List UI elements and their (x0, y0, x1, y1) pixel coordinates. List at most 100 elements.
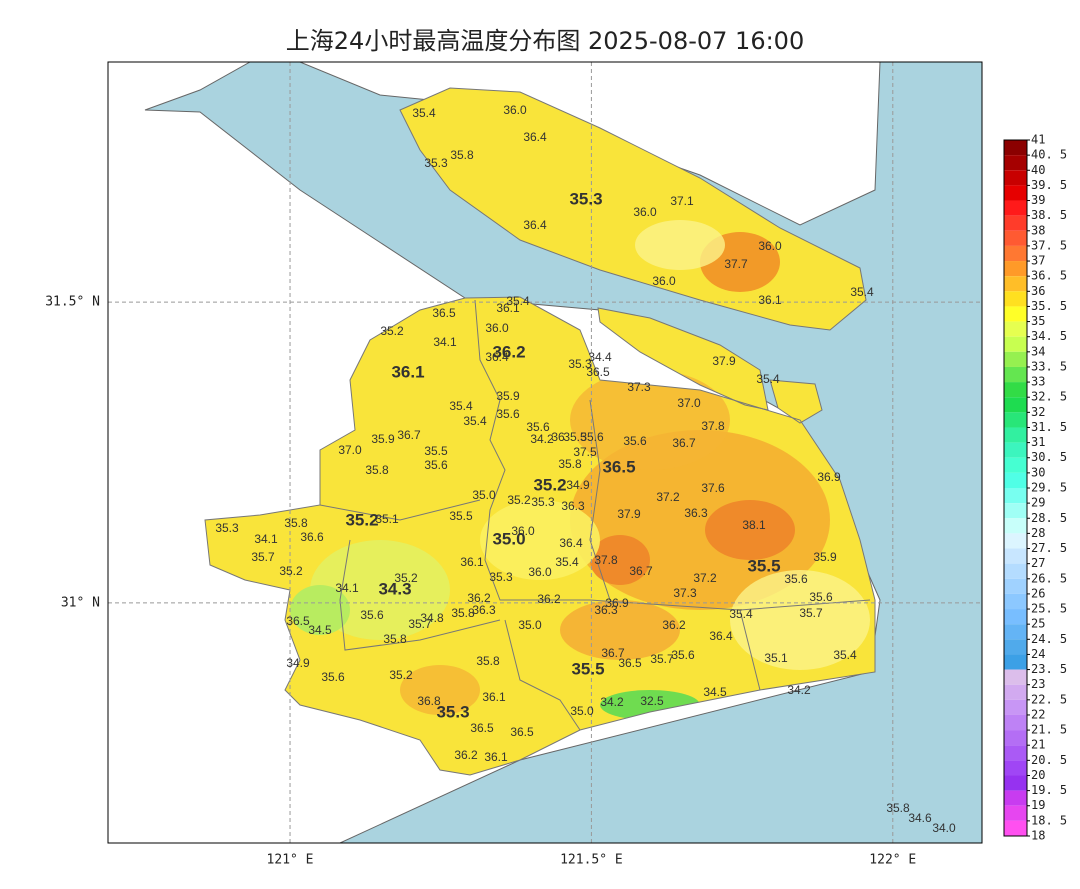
station-value: 36.5 (586, 365, 610, 379)
station-value: 35.6 (496, 407, 520, 421)
colorbar-segment (1004, 563, 1027, 579)
colorbar-segment (1004, 609, 1027, 625)
district-value: 34.3 (378, 579, 411, 598)
station-value: 36.5 (510, 725, 534, 739)
colorbar-segment (1004, 442, 1027, 458)
station-value: 36.8 (417, 694, 441, 708)
colorbar-segment (1004, 245, 1027, 262)
colorbar-label: 22 (1031, 707, 1045, 721)
station-value: 34.9 (566, 478, 590, 492)
station-value: 35.9 (496, 389, 520, 403)
station-value: 36.4 (523, 218, 547, 232)
station-value: 37.8 (594, 553, 618, 567)
colorbar-segment (1004, 730, 1027, 746)
station-value: 36.7 (397, 428, 421, 442)
colorbar-segment (1004, 548, 1027, 564)
colorbar-segment (1004, 684, 1027, 700)
colorbar-label: 33 (1031, 375, 1045, 389)
station-value: 35.2 (507, 493, 531, 507)
colorbar-label: 37. 5 (1031, 238, 1067, 252)
station-value: 34.2 (787, 683, 811, 697)
colorbar-label: 23 (1031, 677, 1045, 691)
colorbar-segment (1004, 230, 1027, 246)
station-value: 35.8 (365, 463, 389, 477)
station-value: 35.3 (568, 357, 592, 371)
colorbar-segment (1004, 593, 1027, 610)
district-value: 35.2 (533, 475, 566, 494)
station-value: 36.7 (629, 564, 653, 578)
colorbar-label: 21 (1031, 738, 1045, 752)
station-value: 34.5 (703, 685, 727, 699)
station-value: 36.1 (482, 690, 506, 704)
station-value: 36.3 (561, 499, 585, 513)
station-value: 36.4 (485, 350, 509, 364)
station-value: 34.0 (932, 821, 956, 835)
district-value: 35.0 (492, 529, 525, 548)
colorbar-segment (1004, 714, 1027, 731)
colorbar-segment (1004, 321, 1027, 337)
colorbar-segment (1004, 397, 1027, 413)
colorbar-label: 18. 5 (1031, 813, 1067, 827)
colorbar-label: 25 (1031, 617, 1045, 631)
district-value: 35.5 (747, 556, 780, 575)
station-value: 34.5 (308, 623, 332, 637)
station-value: 36.0 (758, 239, 782, 253)
station-value: 35.7 (650, 652, 674, 666)
station-value: 35.8 (383, 632, 407, 646)
station-value: 37.6 (701, 481, 725, 495)
colorbar-label: 38. 5 (1031, 208, 1067, 222)
colorbar-segment (1004, 155, 1027, 171)
station-value: 35.6 (623, 434, 647, 448)
colorbar-label: 23. 5 (1031, 662, 1067, 676)
y-tick-label: 31° N (61, 595, 100, 610)
station-value: 35.4 (850, 285, 874, 299)
colorbar-label: 35. 5 (1031, 299, 1067, 313)
colorbar-label: 28 (1031, 526, 1045, 540)
station-value: 37.9 (617, 507, 641, 521)
colorbar-segment (1004, 790, 1027, 806)
station-value: 35.8 (450, 148, 474, 162)
station-value: 37.9 (712, 354, 736, 368)
station-value: 36.2 (454, 748, 478, 762)
station-value: 36.5 (470, 721, 494, 735)
station-value: 35.6 (321, 670, 345, 684)
colorbar-label: 35 (1031, 314, 1045, 328)
station-value: 36.0 (503, 103, 527, 117)
district-value: 35.2 (345, 510, 378, 529)
station-value: 36.1 (758, 293, 782, 307)
station-value: 35.6 (671, 648, 695, 662)
colorbar-label: 29. 5 (1031, 481, 1067, 495)
colorbar-segment (1004, 427, 1027, 443)
station-value: 35.8 (558, 457, 582, 471)
station-value: 35.2 (394, 571, 418, 585)
station-value: 35.2 (279, 564, 303, 578)
colorbar-label: 40. 5 (1031, 148, 1067, 162)
colorbar-label: 39 (1031, 193, 1045, 207)
colorbar-segment (1004, 775, 1027, 791)
colorbar-label: 39. 5 (1031, 178, 1067, 192)
colorbar-segment (1004, 503, 1027, 519)
colorbar-segment (1004, 624, 1027, 640)
station-value: 35.6 (424, 458, 448, 472)
station-value: 36.0 (652, 274, 676, 288)
colorbar-label: 36. 5 (1031, 269, 1067, 283)
station-value: 35.6 (580, 430, 604, 444)
x-tick-label: 122° E (869, 853, 916, 868)
colorbar-segment (1004, 457, 1027, 473)
station-value: 34.1 (254, 532, 278, 546)
colorbar-segment (1004, 699, 1027, 715)
station-value: 36.0 (633, 205, 657, 219)
colorbar-segment (1004, 639, 1027, 655)
station-value: 36.7 (672, 436, 696, 450)
station-value: 35.0 (472, 488, 496, 502)
station-value: 35.8 (476, 654, 500, 668)
station-value: 37.5 (573, 445, 597, 459)
basemap (108, 62, 982, 843)
station-value: 37.0 (677, 396, 701, 410)
colorbar-segment (1004, 488, 1027, 504)
district-value: 36.2 (492, 342, 525, 361)
station-value: 35.5 (563, 430, 587, 444)
station-value: 34.4 (588, 350, 612, 364)
y-tick-label: 31.5° N (45, 295, 100, 310)
station-value: 35.3 (489, 570, 513, 584)
